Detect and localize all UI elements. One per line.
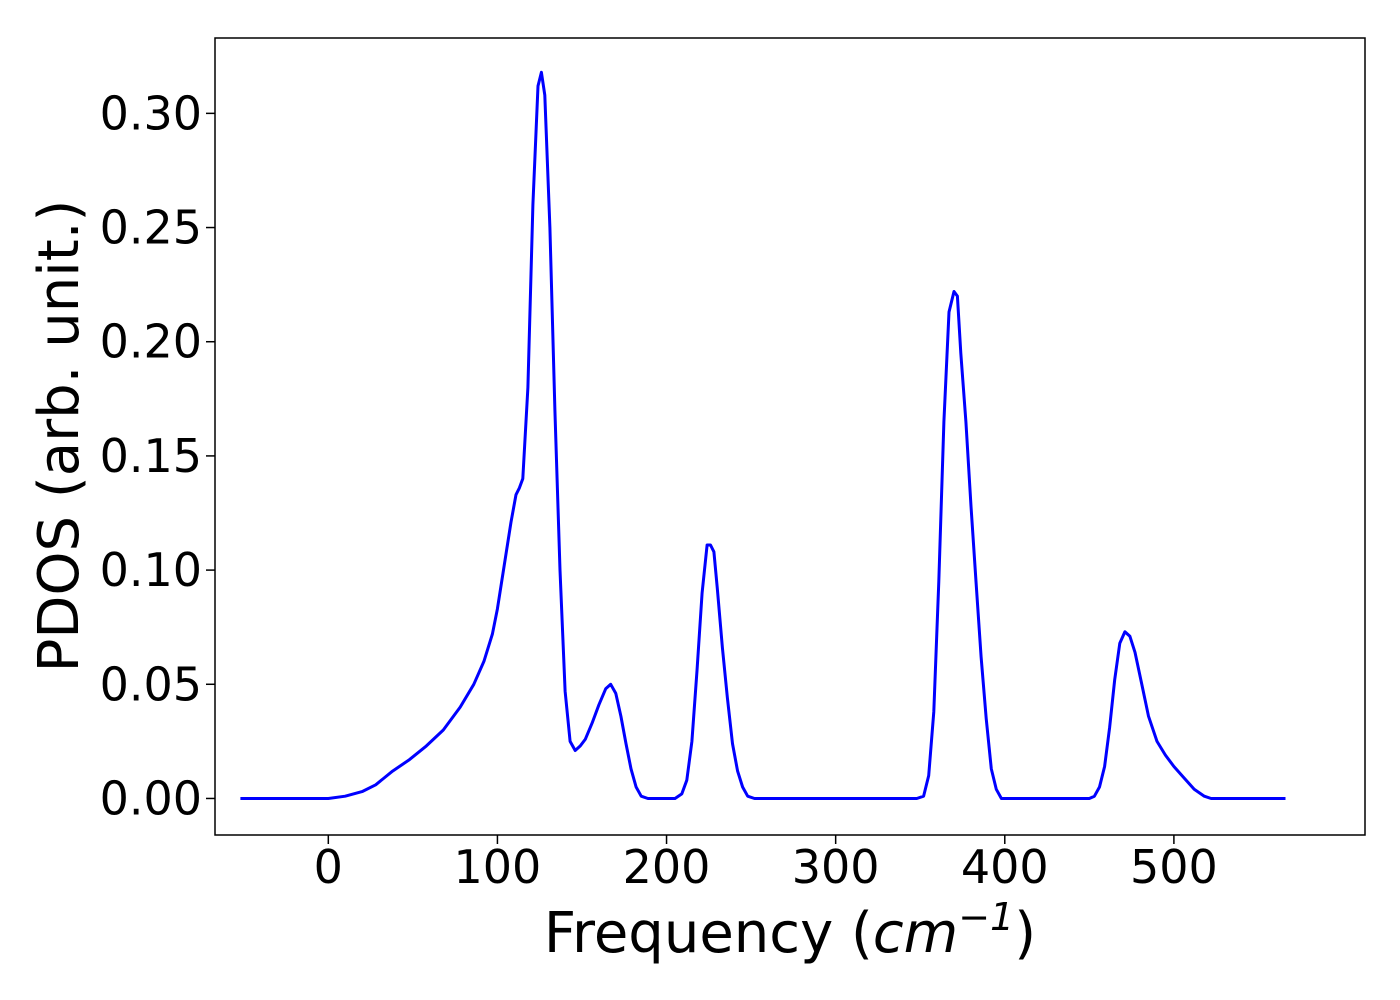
y-axis-ticks: 0.00 0.05 0.10 0.15 0.20 0.25 0.30 [100, 86, 215, 825]
y-tick-label: 0.05 [100, 657, 202, 711]
y-axis-label: PDOS (arb. unit.) [27, 200, 92, 673]
y-tick-label: 0.20 [100, 315, 202, 369]
x-tick-label: 0 [314, 840, 343, 894]
x-tick-label: 400 [961, 840, 1049, 894]
pdos-series-line-0 [240, 70, 1286, 800]
y-tick-label: 0.00 [100, 771, 202, 825]
series-layer [240, 70, 1286, 800]
x-tick-label: 100 [454, 840, 542, 894]
plot-frame [214, 37, 1366, 836]
y-tick-label: 0.15 [100, 429, 202, 483]
x-tick-label: 200 [623, 840, 711, 894]
x-axis-ticks: 0 100 200 300 400 500 [314, 835, 1218, 894]
x-tick-label: 500 [1130, 840, 1218, 894]
y-tick-label: 0.30 [100, 86, 202, 140]
y-tick-label: 0.10 [100, 543, 202, 597]
x-tick-label: 300 [792, 840, 880, 894]
plot-area [215, 38, 1365, 835]
y-tick-label: 0.25 [100, 201, 202, 255]
x-axis-label: Frequency (cm−1) [544, 895, 1036, 966]
